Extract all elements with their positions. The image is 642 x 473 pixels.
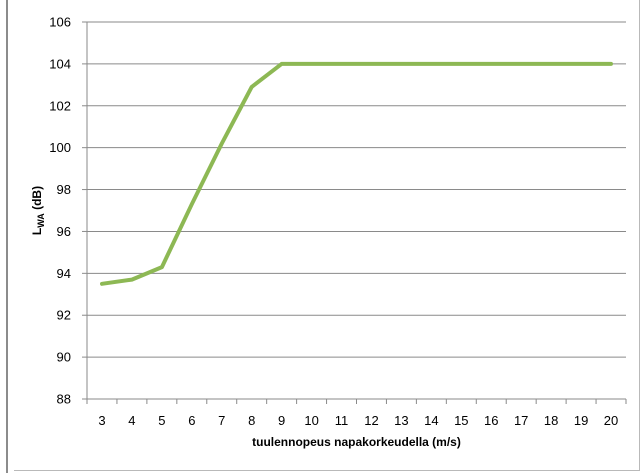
x-tick-label-10: 10 (304, 413, 318, 428)
x-tick-label-9: 9 (278, 413, 285, 428)
x-tick-labels: 3 4 5 6 7 8 9 10 11 12 13 14 15 16 17 18 19 20 (98, 413, 618, 428)
data-point-19 (579, 62, 583, 66)
x-tick-label-20: 20 (604, 413, 618, 428)
y-axis-title-subscript: WA (36, 213, 46, 228)
y-tick-labels: 88 90 92 94 96 98 100 102 104 106 (49, 15, 71, 407)
x-axis-title: tuulennopeus napakorkeudella (m/s) (252, 435, 461, 449)
x-tick-label-13: 13 (394, 413, 408, 428)
y-tick-label-90: 90 (57, 350, 71, 365)
y-tick-label-88: 88 (57, 392, 71, 407)
data-point-14 (429, 62, 433, 66)
y-tick-label-102: 102 (49, 98, 71, 113)
data-point-8 (250, 85, 254, 89)
x-tick-label-14: 14 (424, 413, 438, 428)
x-tick-label-12: 12 (364, 413, 378, 428)
y-tick-label-94: 94 (57, 266, 71, 281)
x-tick-label-19: 19 (574, 413, 588, 428)
x-tick-label-17: 17 (514, 413, 528, 428)
series-line (100, 61, 613, 286)
data-point-10 (310, 62, 314, 66)
data-point-17 (519, 62, 523, 66)
x-tick-label-3: 3 (98, 413, 105, 428)
data-point-5 (160, 265, 164, 269)
data-point-18 (549, 62, 553, 66)
chart-border (14, 0, 640, 471)
y-tick-label-92: 92 (57, 308, 71, 323)
data-point-12 (369, 62, 373, 66)
grid-lines (87, 21, 626, 358)
y-tick-label-98: 98 (57, 182, 71, 197)
data-point-20 (609, 62, 613, 66)
data-points (100, 62, 613, 286)
data-point-11 (340, 62, 344, 66)
y-tick-label-106: 106 (49, 15, 71, 30)
data-point-9 (280, 62, 284, 66)
data-point-13 (399, 62, 403, 66)
axes (86, 22, 626, 400)
x-tick-label-4: 4 (128, 413, 135, 428)
x-tick-label-6: 6 (188, 413, 195, 428)
y-tick-label-104: 104 (49, 56, 71, 71)
y-ticks (82, 21, 87, 400)
y-tick-label-96: 96 (57, 224, 71, 239)
data-point-4 (130, 278, 134, 282)
data-point-3 (100, 282, 104, 286)
x-tick-label-18: 18 (544, 413, 558, 428)
left-border-bar (6, 0, 8, 473)
y-axis-title-unit: (dB) (30, 186, 44, 213)
data-point-7 (220, 141, 224, 145)
x-tick-label-15: 15 (454, 413, 468, 428)
data-point-16 (489, 62, 493, 66)
data-point-15 (459, 62, 463, 66)
y-tick-label-100: 100 (49, 140, 71, 155)
x-tick-label-7: 7 (218, 413, 225, 428)
y-axis-title-main: L (30, 228, 44, 235)
x-tick-label-16: 16 (484, 413, 498, 428)
x-ticks (86, 399, 627, 404)
y-axis-title: LWA (dB) (30, 186, 46, 235)
x-tick-label-8: 8 (248, 413, 255, 428)
x-tick-label-5: 5 (158, 413, 165, 428)
x-tick-label-11: 11 (335, 413, 349, 428)
data-point-6 (190, 202, 194, 206)
